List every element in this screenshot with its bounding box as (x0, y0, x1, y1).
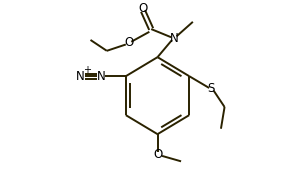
Text: O: O (138, 2, 148, 15)
Text: N: N (76, 70, 85, 83)
Text: O: O (153, 149, 162, 161)
Text: +: + (84, 65, 91, 75)
Text: S: S (207, 82, 215, 95)
Text: N: N (170, 32, 178, 45)
Text: N: N (97, 70, 106, 83)
Text: O: O (125, 36, 134, 49)
